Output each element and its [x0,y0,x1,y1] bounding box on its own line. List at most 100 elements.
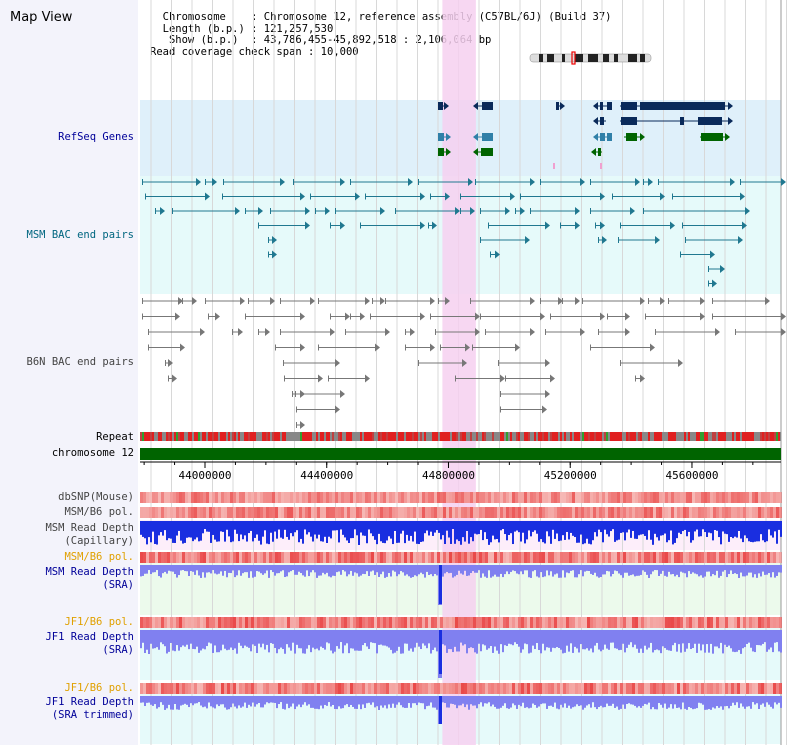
track-label-jf1-b6-pol-2[interactable]: JF1/B6 pol. [64,682,134,694]
track-label-b6n-bac[interactable]: B6N BAC end pairs [26,356,134,368]
repeat-element [618,432,620,441]
pol-cell [266,507,269,518]
depth-bar [360,565,362,576]
depth-bar [388,630,390,648]
track-label-msm-bac[interactable]: MSM BAC end pairs [26,229,134,241]
pol-cell [500,617,503,628]
pol-cell [503,617,506,628]
pol-cell [779,552,782,563]
track-label-msm-b6-pol-2[interactable]: MSM/B6 pol. [64,551,134,563]
pol-cell [473,617,476,628]
gene-exon [640,102,725,110]
depth-bar [470,696,472,705]
track-label-chromosome[interactable]: chromosome 12 [51,447,134,459]
pol-cell [671,683,674,694]
depth-bar [268,521,270,545]
track-label-refseq-genes[interactable]: RefSeq Genes [58,131,134,143]
repeat-element [204,432,206,441]
depth-bar [360,696,362,710]
depth-bar [538,696,540,707]
track-label-jf1-depth-trimmed[interactable]: JF1 Read Depth [45,696,134,708]
track-label-repeat[interactable]: Repeat [96,431,134,443]
repeat-element [760,432,762,441]
depth-bar [304,565,306,577]
ideogram-band [628,54,637,62]
depth-bar [448,696,450,708]
depth-bar [564,630,566,653]
bac-end-arrow [325,207,330,215]
depth-bar [776,630,778,643]
repeat-element [410,432,412,441]
track-label-jf1-depth-sra[interactable]: JF1 Read Depth [45,631,134,643]
pol-cell [482,492,485,503]
depth-bar [770,565,772,578]
depth-bar [150,696,152,705]
depth-bar [486,696,488,704]
pol-cell [341,617,344,628]
pol-cell [527,617,530,628]
pol-cell [317,552,320,563]
depth-bar [698,696,700,703]
pol-cell [761,507,764,518]
track-label-msm-b6-pol-1[interactable]: MSM/B6 pol. [64,506,134,518]
depth-bar [304,696,306,703]
pol-cell [470,507,473,518]
pol-cell [323,617,326,628]
pol-cell [455,507,458,518]
pol-cell [722,492,725,503]
repeat-element [446,432,448,441]
depth-bar [194,521,196,540]
pol-cell [536,507,539,518]
pol-cell [692,492,695,503]
track-label-msm-depth-sra[interactable]: MSM Read Depth [45,566,134,578]
depth-bar [772,565,774,573]
depth-bar [444,696,446,703]
bac-end [488,222,489,229]
pol-cell [371,507,374,518]
pol-cell [674,552,677,563]
depth-bar [380,565,382,575]
depth-bar [554,630,556,649]
depth-bar [390,696,392,708]
repeat-element [190,432,192,441]
track-label-dbsnp[interactable]: dbSNP(Mouse) [58,491,134,503]
pol-cell [680,552,683,563]
pol-cell [656,552,659,563]
track-label-jf1-b6-pol-1[interactable]: JF1/B6 pol. [64,616,134,628]
bac-end-arrow [272,236,277,244]
depth-bar [246,696,248,708]
pol-cell [302,683,305,694]
pol-cell [599,507,602,518]
pol-cell [446,552,449,563]
depth-bar [206,521,208,532]
depth-bar [490,696,492,707]
depth-bar [574,565,576,578]
depth-bar [640,630,642,649]
depth-bar [486,565,488,578]
pol-cell [611,507,614,518]
pol-cell [491,617,494,628]
depth-bar [166,565,168,574]
depth-bar [162,565,164,574]
pol-cell [191,507,194,518]
pol-cell [140,492,143,503]
pol-cell [512,552,515,563]
pol-cell [230,507,233,518]
pol-cell [245,507,248,518]
repeat-element [658,432,660,441]
depth-bar [322,696,324,709]
depth-bar [472,630,474,649]
depth-bar [592,521,594,541]
pol-cell [359,507,362,518]
pol-cell [776,507,779,518]
depth-bar [746,696,748,707]
track-label-msm-depth-cap[interactable]: MSM Read Depth [45,522,134,534]
depth-bar [596,630,598,643]
depth-bar [742,696,744,707]
pol-cell [314,507,317,518]
repeat-element [266,432,268,441]
msm-bac-end-pairs [142,178,786,288]
bac-end-arrow [192,297,197,305]
pol-cell [188,683,191,694]
